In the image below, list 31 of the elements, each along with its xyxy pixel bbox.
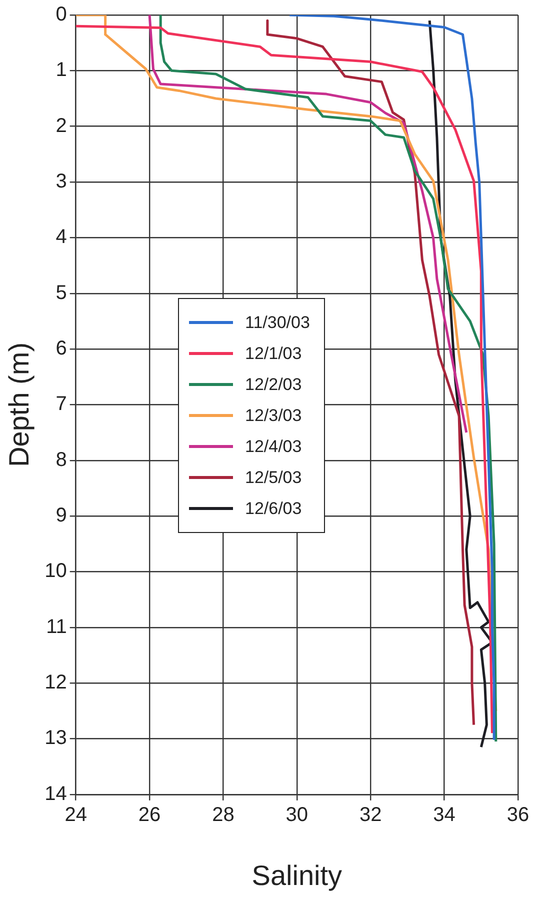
y-tick-label: 12	[44, 672, 67, 694]
y-tick-label: 3	[56, 170, 67, 193]
legend-label: 12/3/03	[245, 406, 302, 426]
y-tick-label: 1	[56, 59, 67, 82]
legend-label: 12/1/03	[245, 344, 302, 364]
y-tick-label: 0	[56, 4, 67, 26]
legend-label: 12/4/03	[245, 436, 302, 456]
x-tick-label: 34	[433, 804, 456, 826]
x-tick-label: 28	[212, 804, 234, 826]
y-tick-label: 6	[56, 338, 67, 360]
y-tick-label: 2	[56, 114, 67, 137]
y-tick-label: 11	[46, 616, 67, 638]
x-tick-label: 30	[286, 804, 308, 826]
y-tick-label: 7	[56, 393, 67, 416]
y-tick-label: 8	[56, 448, 67, 471]
legend-label: 12/2/03	[245, 374, 302, 394]
x-tick-label: 36	[506, 804, 530, 826]
y-axis-title: Depth (m)	[4, 342, 35, 467]
x-axis-title: Salinity	[252, 860, 342, 891]
x-tick-label: 32	[359, 804, 382, 826]
y-tick-label: 14	[44, 782, 67, 805]
y-tick-label: 5	[56, 282, 67, 304]
y-tick-label: 9	[56, 504, 67, 527]
x-tick-label: 24	[64, 804, 87, 826]
legend-label: 12/5/03	[245, 468, 302, 488]
legend-label: 12/6/03	[245, 498, 302, 518]
x-tick-label: 26	[138, 804, 161, 826]
y-tick-label: 4	[56, 226, 67, 248]
y-tick-label: 10	[44, 560, 67, 582]
legend-label: 11/30/03	[245, 312, 310, 332]
y-tick-label: 13	[44, 727, 67, 750]
